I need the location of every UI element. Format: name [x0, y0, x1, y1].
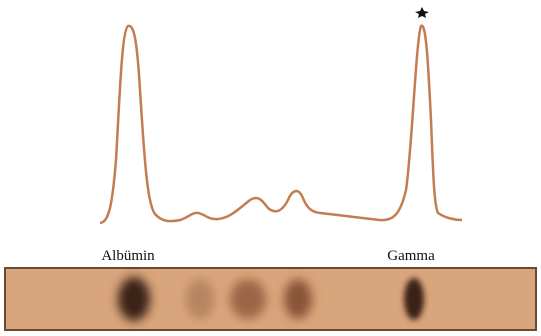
gel-strip: [5, 268, 536, 330]
gamma-band: [404, 278, 424, 320]
albumin-label: Albümin: [101, 248, 155, 264]
band: [230, 279, 266, 319]
band: [284, 279, 312, 319]
marker-star: [415, 7, 429, 18]
densitometry-trace: [100, 26, 462, 223]
electrophoresis-figure: Albümin Gamma: [0, 0, 541, 336]
albumin-band: [118, 277, 150, 321]
gamma-label: Gamma: [387, 248, 435, 264]
band: [186, 279, 214, 319]
